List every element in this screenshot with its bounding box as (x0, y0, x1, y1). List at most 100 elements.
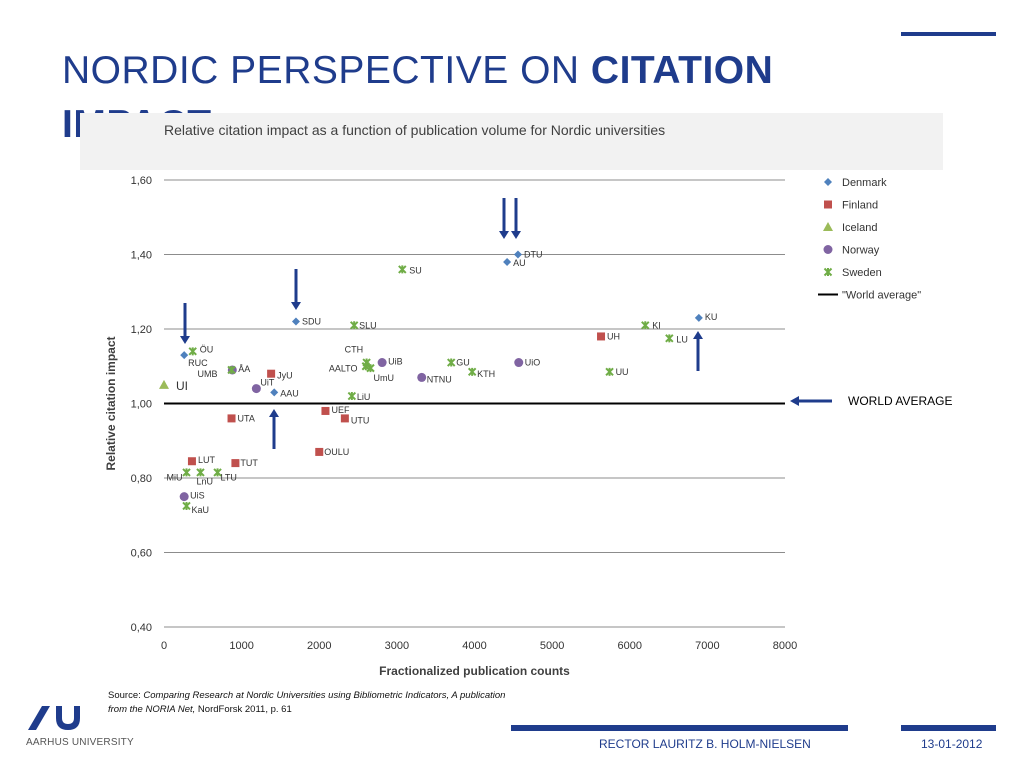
point-label-uit: UiT (260, 378, 274, 388)
logo-text: AARHUS UNIVERSITY (26, 737, 134, 748)
footer-date: 13-01-2012 (921, 737, 983, 751)
y-tick-label: 1,00 (131, 399, 152, 411)
data-point-lu (665, 334, 674, 343)
source-note: Source: Comparing Research at Nordic Uni… (108, 689, 508, 717)
point-label-uis: UiS (190, 491, 205, 501)
arrow-up-aau-head (269, 409, 279, 417)
legend-label: Finland (842, 200, 878, 212)
point-label-åa: ÅA (238, 364, 250, 374)
point-label-öu: ÖU (200, 344, 214, 354)
data-point-uef (321, 406, 330, 415)
point-label-ltu: LTU (221, 472, 237, 482)
data-point-ntnu (417, 372, 427, 382)
scatter-chart: Relative citation impact as a function o… (80, 113, 943, 678)
point-label-lut: LUT (198, 455, 216, 465)
data-point-su (398, 265, 407, 274)
x-tick-label: 6000 (618, 640, 642, 652)
data-point-oulu (315, 447, 324, 456)
point-label-kth: KTH (477, 369, 495, 379)
slide-title: NORDIC PERSPECTIVE ON CITATION IMPACT (62, 44, 922, 152)
data-point-ruc (180, 351, 189, 360)
point-label-gu: GU (456, 358, 470, 368)
point-label-uef: UEF (331, 405, 350, 415)
legend-marker (823, 222, 833, 231)
point-label-oulu: OULU (324, 447, 349, 457)
chart-title: Relative citation impact as a function o… (164, 122, 665, 138)
data-point-sdu (291, 317, 300, 326)
point-label-jyu: JyU (277, 371, 293, 381)
data-point-ki (641, 321, 650, 330)
chart-title-band (80, 113, 943, 170)
data-point-ui (159, 379, 169, 389)
x-tick-label: 3000 (385, 640, 409, 652)
x-tick-label: 8000 (773, 640, 797, 652)
legend-label: Sweden (842, 267, 882, 279)
data-point-aalto (361, 362, 371, 371)
y-tick-label: 1,40 (131, 250, 152, 262)
data-point-uio (514, 358, 524, 368)
data-point-uit (251, 384, 261, 394)
data-point-uu (605, 367, 614, 377)
data-point-kth (467, 367, 477, 377)
point-label-dtu: DTU (524, 250, 543, 260)
data-point-au (503, 257, 512, 266)
point-label-uio: UiO (525, 358, 541, 368)
footer-presenter: RECTOR LAURITZ B. HOLM-NIELSEN (599, 737, 811, 751)
arrow-up-ku-head (693, 331, 703, 339)
x-tick-label: 4000 (462, 640, 486, 652)
data-point-aau (270, 388, 279, 397)
arrow-down-ruc-head (180, 336, 190, 344)
arrow-down-au-head (499, 231, 509, 239)
legend-marker (824, 200, 832, 209)
point-label-sdu: SDU (302, 317, 321, 327)
x-tick-label: 5000 (540, 640, 564, 652)
point-label-cth: CTH (345, 345, 364, 355)
point-label-miu: MiU (167, 472, 183, 482)
legend-marker (824, 178, 832, 186)
x-tick-label: 2000 (307, 640, 331, 652)
point-label-lnu: LnU (196, 476, 213, 486)
point-label-umu: UmU (373, 373, 394, 383)
source-italic: Comparing Research at Nordic Universitie… (108, 690, 506, 715)
y-tick-label: 1,60 (131, 175, 152, 187)
data-point-gu (447, 358, 456, 367)
footer-bar-left (511, 725, 848, 731)
data-point-tut (231, 459, 240, 468)
data-point-utu (340, 414, 349, 423)
x-tick-label: 7000 (695, 640, 719, 652)
data-point-uis (179, 492, 189, 502)
y-tick-label: 1,20 (131, 324, 152, 336)
point-label-su: SU (409, 265, 422, 275)
legend-label: Iceland (842, 222, 877, 234)
x-tick-label: 0 (161, 640, 167, 652)
data-point-uh (597, 332, 606, 341)
x-tick-label: 1000 (229, 640, 253, 652)
slide-title-prefix: NORDIC PERSPECTIVE ON (62, 49, 591, 92)
data-point-uib (377, 358, 387, 368)
point-label-lu: LU (676, 334, 688, 344)
world-average-arrow (790, 396, 832, 406)
point-label-liu: LiU (357, 392, 371, 402)
data-point-jyu (267, 369, 276, 378)
data-point-umb (227, 365, 236, 375)
data-point-ku (694, 313, 703, 322)
data-point-lut (187, 457, 196, 466)
data-point-miu (182, 468, 191, 477)
data-point-lnu (196, 468, 205, 477)
arrow-down-sdu-head (291, 302, 301, 310)
x-axis-title: Fractionalized publication counts (379, 664, 570, 678)
point-label-ui: UI (176, 379, 188, 393)
top-accent-bar (901, 32, 996, 36)
source-prefix: Source: (108, 690, 144, 701)
point-label-aau: AAU (280, 388, 299, 398)
arrow-down-dtu-head (511, 231, 521, 239)
data-point-slu (349, 321, 359, 330)
data-point-ltu (213, 468, 222, 477)
source-suffix: NordForsk 2011, p. 61 (195, 704, 292, 715)
point-label-ki: KI (652, 320, 661, 330)
legend-label: Norway (842, 245, 880, 257)
data-point-uta (227, 414, 236, 423)
data-point-dtu (513, 250, 522, 259)
legend-label: "World average" (842, 290, 921, 302)
y-tick-label: 0,60 (131, 548, 152, 560)
